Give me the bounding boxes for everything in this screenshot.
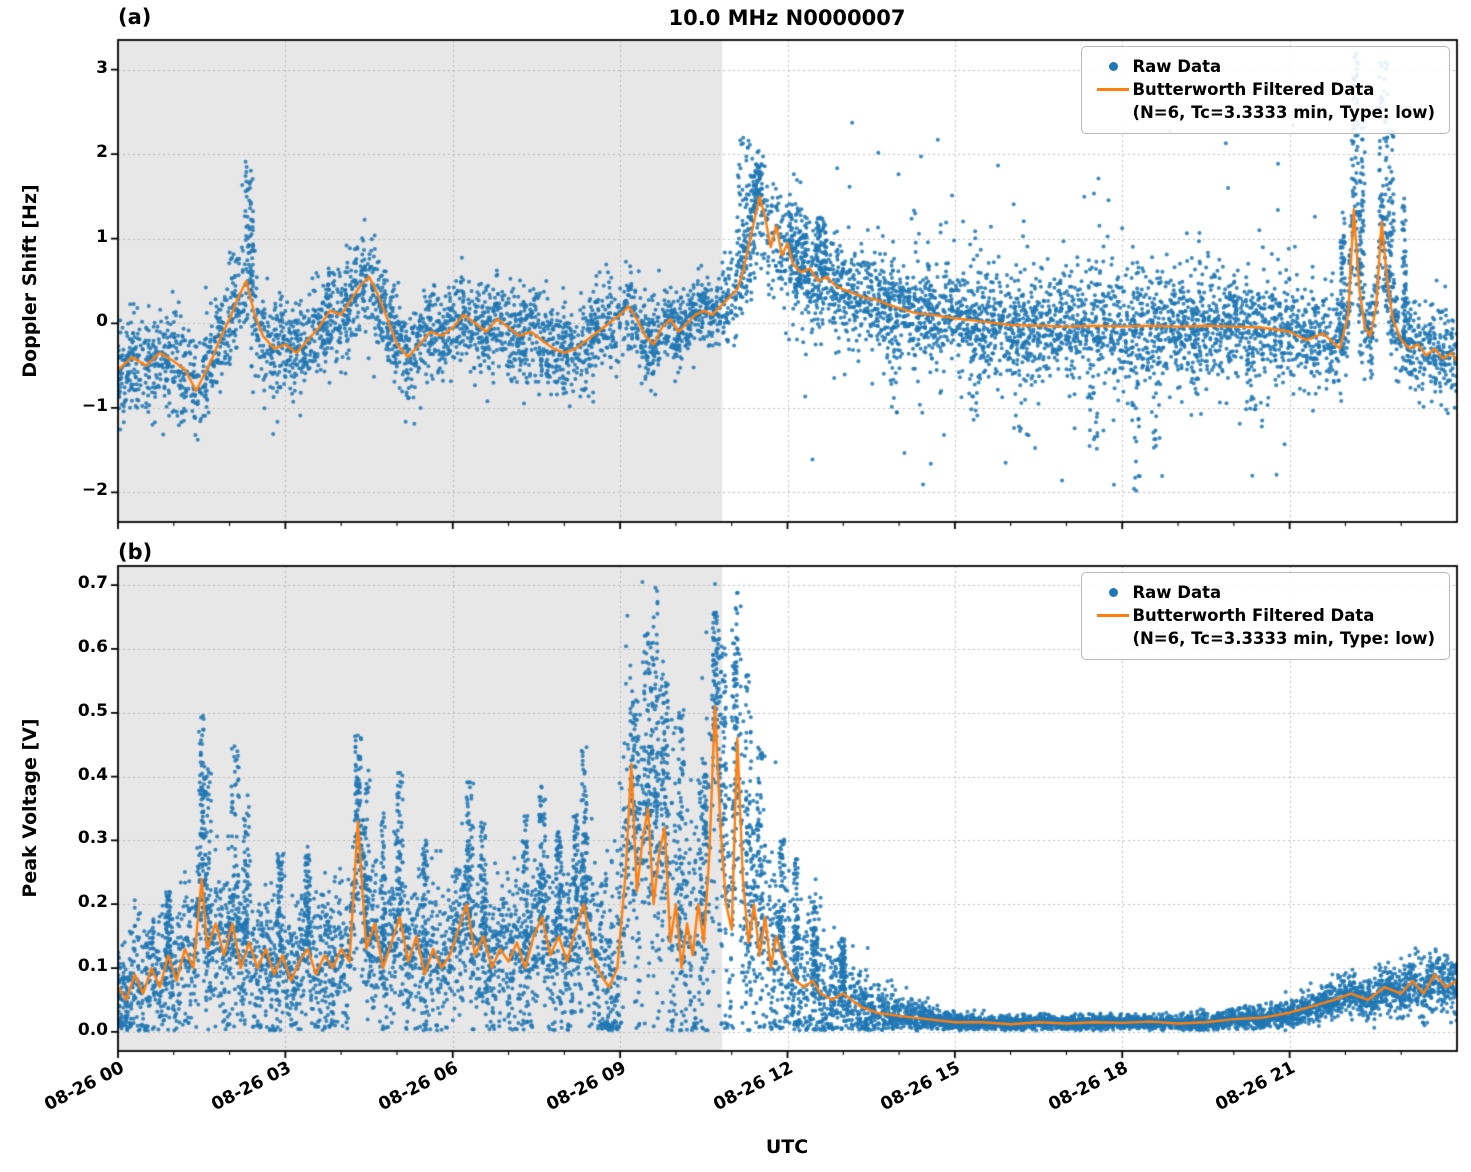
panel-b-label: (b)	[118, 540, 153, 564]
y-tick-label: 0.1	[77, 956, 108, 977]
raw-data-marker-icon	[1108, 62, 1118, 71]
y-tick-label: 0	[96, 311, 108, 332]
legend-entry-filtered-params: (N=6, Tc=3.3333 min, Type: low)	[1094, 627, 1435, 650]
y-tick-label: 1	[96, 226, 108, 247]
raw-data-marker-icon	[1108, 588, 1118, 597]
y-tick-label: 0.4	[77, 764, 108, 785]
y-tick-label: −2	[81, 480, 108, 501]
y-tick-label: 0.5	[77, 700, 108, 721]
legend-panel-b: Raw Data Butterworth Filtered Data (N=6,…	[1081, 572, 1450, 660]
y-axis-label-voltage: Peak Voltage [V]	[19, 718, 41, 898]
filtered-data-marker-icon	[1097, 614, 1130, 617]
y-tick-label: 2	[96, 142, 108, 163]
y-tick-label: 0.6	[77, 636, 108, 657]
legend-entry-raw: Raw Data	[1094, 55, 1435, 78]
x-axis-label: UTC	[765, 1136, 809, 1158]
legend-entry-raw: Raw Data	[1094, 581, 1435, 604]
y-tick-label: −1	[81, 395, 108, 416]
y-tick-label: 0.2	[77, 892, 108, 913]
panel-a-label: (a)	[118, 5, 152, 29]
y-axis-label-doppler: Doppler Shift [Hz]	[19, 184, 41, 378]
y-tick-label: 3	[96, 57, 108, 78]
legend-filtered-label: Butterworth Filtered Data	[1132, 606, 1375, 625]
legend-filtered-params: (N=6, Tc=3.3333 min, Type: low)	[1132, 103, 1435, 122]
y-tick-label: 0.7	[77, 573, 108, 594]
filtered-data-marker-icon	[1097, 88, 1130, 91]
legend-filtered-label: Butterworth Filtered Data	[1132, 80, 1375, 99]
legend-entry-filtered: Butterworth Filtered Data	[1094, 78, 1435, 101]
legend-raw-label: Raw Data	[1132, 583, 1222, 602]
legend-entry-filtered: Butterworth Filtered Data	[1094, 604, 1435, 627]
legend-filtered-params: (N=6, Tc=3.3333 min, Type: low)	[1132, 629, 1435, 648]
legend-raw-label: Raw Data	[1132, 57, 1222, 76]
chart-title: 10.0 MHz N0000007	[668, 6, 906, 30]
y-tick-label: 0.0	[77, 1019, 108, 1040]
y-tick-label: 0.3	[77, 828, 108, 849]
legend-panel-a: Raw Data Butterworth Filtered Data (N=6,…	[1081, 46, 1450, 134]
legend-entry-filtered-params: (N=6, Tc=3.3333 min, Type: low)	[1094, 101, 1435, 124]
